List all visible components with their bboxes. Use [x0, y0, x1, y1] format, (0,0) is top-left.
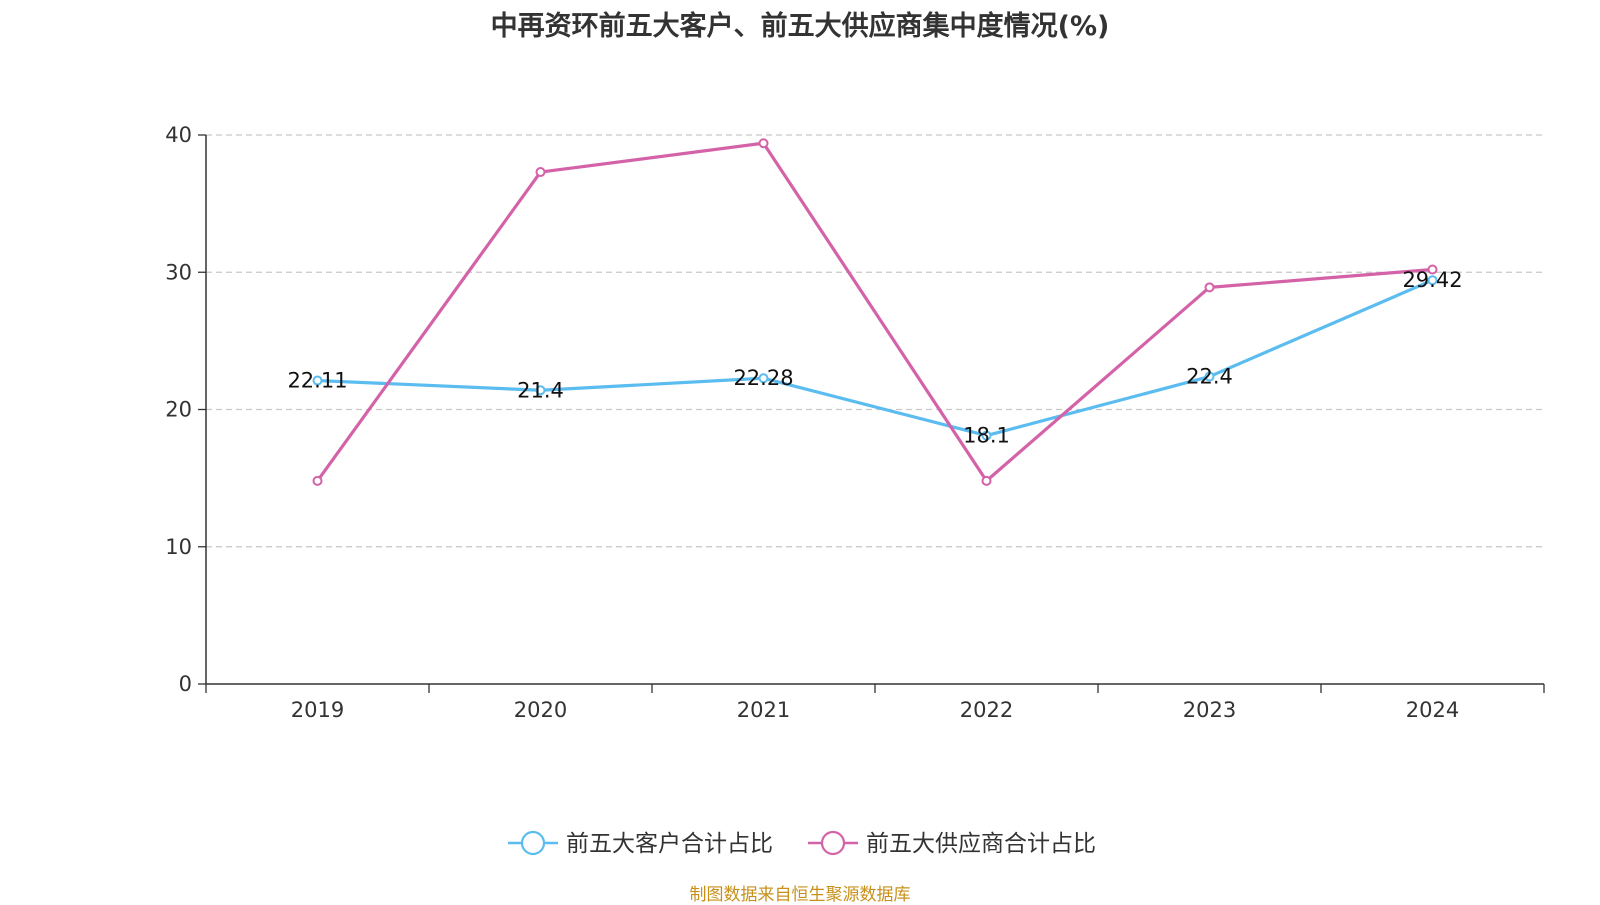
y-tick-label-20: 20: [165, 398, 192, 422]
series-2-point-2024: [1427, 264, 1438, 275]
legend-item-1[interactable]: 前五大客户合计占比: [508, 830, 773, 857]
y-tick-label-40: 40: [165, 123, 192, 147]
data-label-2021: 22.28: [733, 366, 793, 390]
x-tick-label-2024: 2024: [1406, 698, 1459, 722]
series-1-point-2023: [1204, 371, 1215, 382]
chart-title: 中再资环前五大客户、前五大供应商集中度情况(%): [490, 11, 1110, 42]
x-tick-label-2022: 2022: [960, 698, 1013, 722]
series-1-point-2020: [535, 385, 546, 396]
series-2-point-2019: [312, 475, 323, 486]
x-tick-label-2019: 2019: [291, 698, 344, 722]
y-tick-label-10: 10: [165, 535, 192, 559]
series-2-point-2022: [981, 475, 992, 486]
source-note: 制图数据来自恒生聚源数据库: [689, 885, 911, 905]
data-label-2022: 18.1: [963, 424, 1010, 448]
legend-label-1: 前五大客户合计占比: [566, 831, 773, 857]
legend-marker-2: [820, 830, 846, 856]
series-1-point-2024: [1427, 275, 1438, 286]
data-labels: 22.11 21.4 22.28 18.1 22.4 29.42: [287, 268, 1462, 447]
series-2-point-2021: [758, 138, 769, 149]
series-line-1: [317, 278, 1434, 438]
legend-marker-1: [520, 830, 546, 856]
x-tick-label-2020: 2020: [514, 698, 567, 722]
data-label-2020: 21.4: [517, 378, 564, 402]
series-1-point-2021: [758, 373, 769, 384]
data-label-2019: 22.11: [287, 369, 347, 393]
series-1-point-2019: [312, 375, 323, 386]
legend-label-2: 前五大供应商合计占比: [866, 831, 1096, 857]
grid-lines: [206, 134, 1544, 548]
series-2-point-2020: [535, 167, 546, 178]
series-lines: [312, 138, 1438, 486]
data-label-2024: 29.42: [1402, 268, 1462, 292]
y-tick-label-0: 0: [179, 672, 192, 696]
series-line-2: [316, 141, 1433, 483]
x-tick-label-2023: 2023: [1183, 698, 1236, 722]
legend[interactable]: 前五大客户合计占比 前五大供应商合计占比: [508, 830, 1096, 857]
series-2-point-2023: [1204, 282, 1215, 293]
x-tick-label-2021: 2021: [737, 698, 790, 722]
y-tick-label-30: 30: [165, 260, 192, 284]
legend-item-2[interactable]: 前五大供应商合计占比: [808, 830, 1096, 857]
series-1-point-2022: [981, 430, 992, 441]
data-label-2023: 22.4: [1186, 365, 1233, 389]
axes: 0 10 20 30 40 2019 2020 2021 2022 2023 2024: [165, 123, 1545, 722]
